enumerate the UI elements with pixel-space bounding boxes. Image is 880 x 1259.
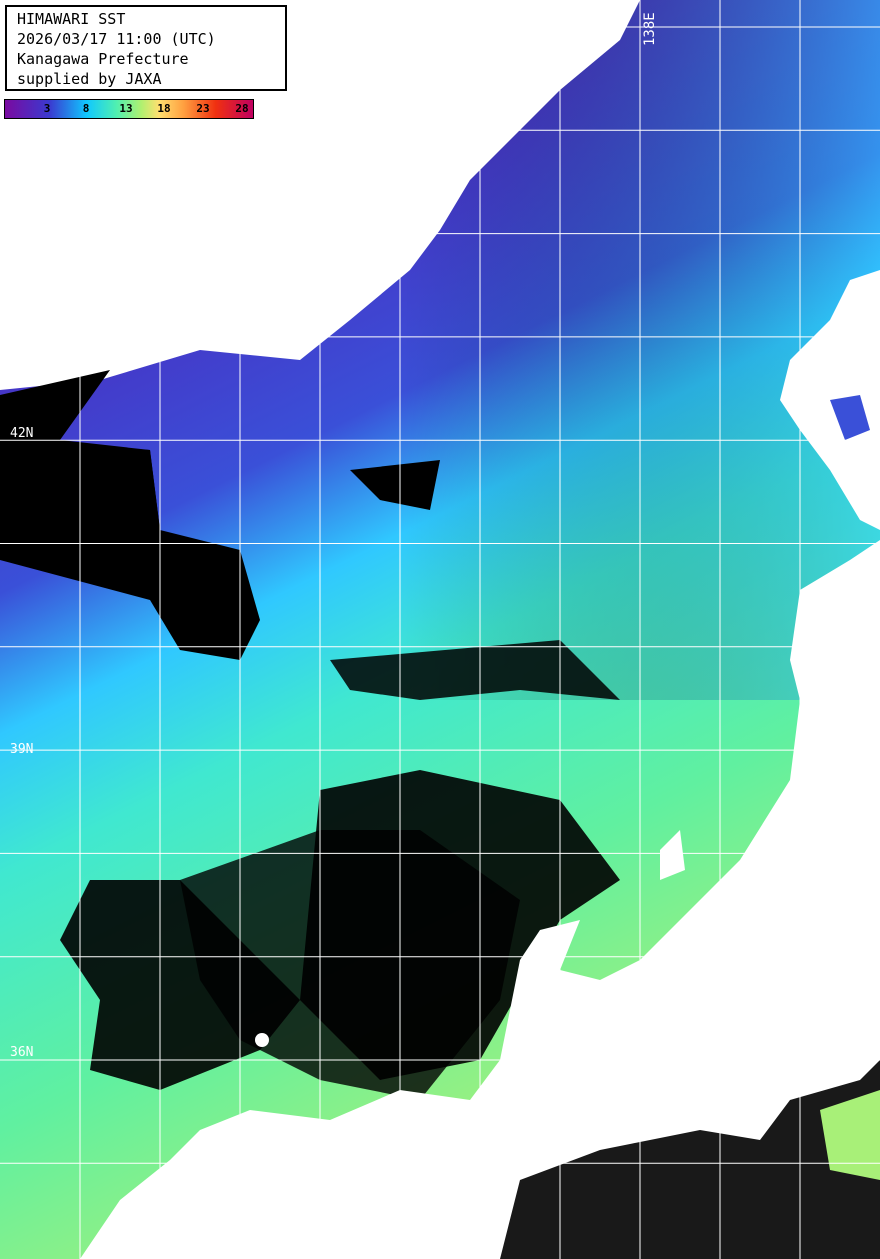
lat-label-42n: 42N — [10, 426, 34, 441]
honshu — [80, 540, 880, 1259]
temperature-colorbar: 3 8 13 18 23 28 — [4, 99, 254, 119]
region-name: Kanagawa Prefecture — [17, 50, 189, 68]
colorbar-tick: 23 — [196, 102, 210, 115]
colorbar-tick: 8 — [82, 102, 90, 115]
lon-label-138e: 138E — [642, 12, 658, 46]
product-title: HIMAWARI SST — [17, 10, 126, 28]
observation-datetime: 2026/03/17 11:00 (UTC) — [17, 30, 216, 48]
colorbar-tick: 3 — [43, 102, 51, 115]
sado-island — [660, 830, 685, 880]
colorbar-tick: 13 — [119, 102, 133, 115]
lat-label-39n: 39N — [10, 742, 34, 757]
info-box: HIMAWARI SST 2026/03/17 11:00 (UTC) Kana… — [5, 5, 287, 91]
lat-label-36n: 36N — [10, 1045, 34, 1060]
colorbar-tick: 28 — [235, 102, 249, 115]
colorbar-tick: 18 — [157, 102, 171, 115]
data-credit: supplied by JAXA — [17, 70, 162, 88]
oki-island — [255, 1033, 269, 1047]
